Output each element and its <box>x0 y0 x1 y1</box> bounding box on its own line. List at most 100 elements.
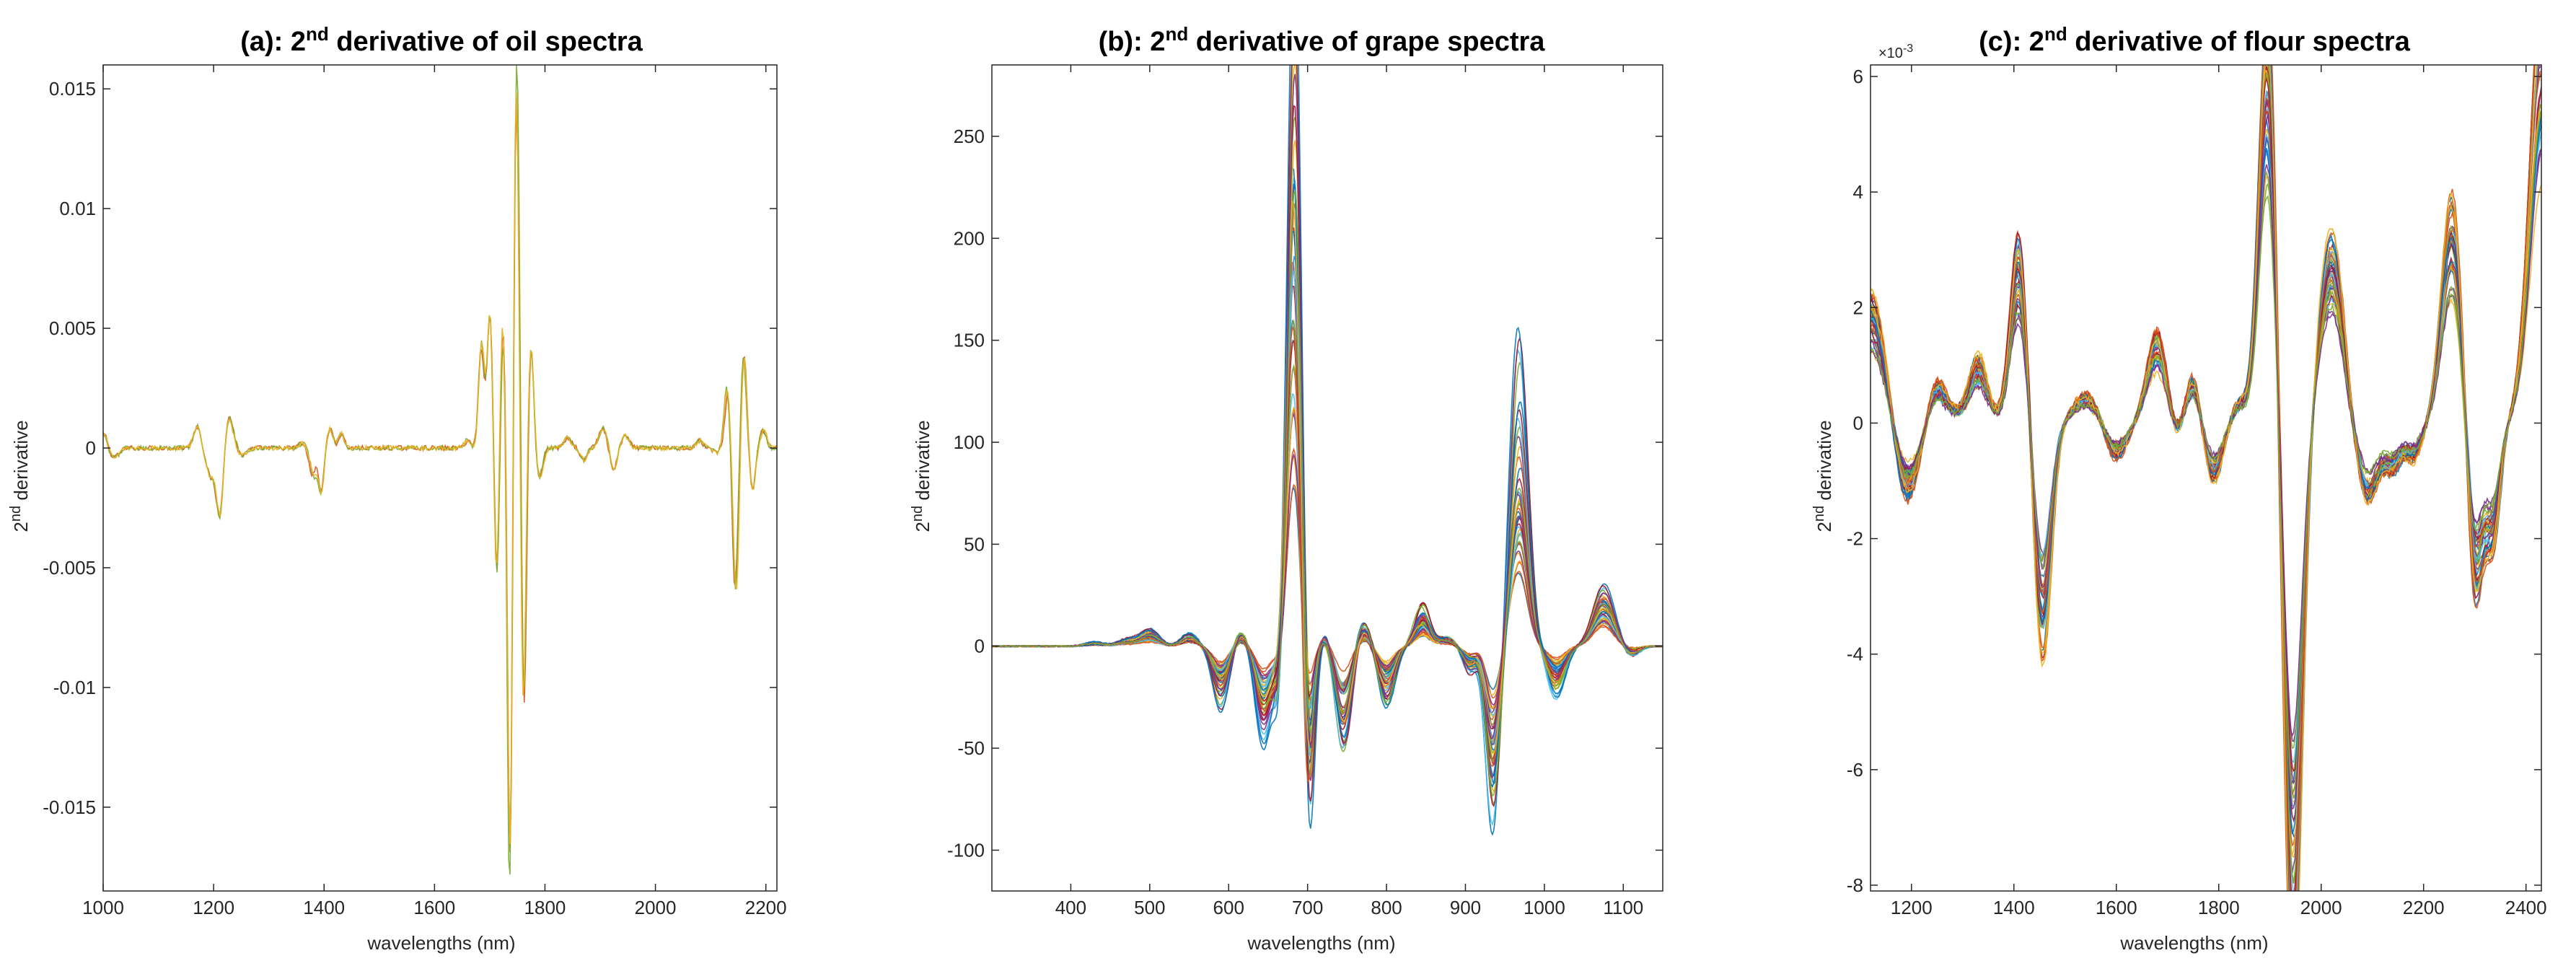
panel-grape-x-tick-label: 600 <box>1213 897 1244 918</box>
panel-grape-curve <box>992 392 1663 756</box>
panel-flour-title: (c): 2nd derivative of flour spectra <box>1979 23 2411 57</box>
panel-flour-curve <box>1871 65 2538 891</box>
panel-grape-y-tick-label: 200 <box>954 227 985 249</box>
panel-flour-x-tick-label: 1600 <box>2096 897 2137 918</box>
panel-oil-x-tick-label: 1000 <box>82 897 124 918</box>
panel-flour-curve <box>1871 71 2541 891</box>
panel-flour-curve <box>1871 175 2541 773</box>
panel-flour-y-tick-label: 0 <box>1853 412 1863 434</box>
panel-grape-curves <box>992 65 1663 836</box>
panel-flour-curve <box>1871 137 2541 808</box>
panel-grape: (b): 2nd derivative of grape spectra 400… <box>910 23 1663 954</box>
panel-flour-curve <box>1871 123 2541 835</box>
panel-flour-curve <box>1871 110 2541 794</box>
panel-oil-x-tick-label: 1800 <box>524 897 566 918</box>
panel-grape-x-tick-label: 1000 <box>1524 897 1565 918</box>
panel-grape-curve <box>992 326 1663 783</box>
panel-flour-curve <box>1871 65 2540 873</box>
panel-flour-curve <box>1871 65 2538 891</box>
panel-flour-curve <box>1871 65 2538 891</box>
panel-flour-x-tick-label: 2200 <box>2403 897 2445 918</box>
panel-flour: (c): 2nd derivative of flour spectra 120… <box>1811 23 2547 954</box>
panel-flour-y-tick-label: 2 <box>1853 297 1863 318</box>
panel-flour-x-tick-label: 1200 <box>1891 897 1933 918</box>
panel-grape-x-tick-label: 800 <box>1371 897 1402 918</box>
panel-flour-y-tick-label: -2 <box>1847 528 1863 550</box>
panel-grape-axes-box <box>991 64 1663 892</box>
panel-flour-curve <box>1871 104 2541 859</box>
panel-flour-curve <box>1871 92 2541 772</box>
panel-grape-x-tick-label: 500 <box>1134 897 1165 918</box>
panel-flour-curve <box>1871 65 2535 891</box>
panel-flour-curve <box>1871 65 2541 805</box>
panel-flour-x-tick-label: 1400 <box>1993 897 2035 918</box>
panel-flour-curve <box>1871 148 2541 785</box>
panel-grape-curve <box>992 231 1663 777</box>
panel-oil-x-tick-label: 1600 <box>413 897 455 918</box>
panel-flour-curve <box>1871 65 2538 891</box>
panel-grape-y-tick-label: -50 <box>957 737 985 759</box>
panel-grape-curve <box>992 183 1663 781</box>
panel-oil-y-tick-label: -0.005 <box>43 557 96 579</box>
panel-oil-y-tick-label: -0.015 <box>43 796 96 818</box>
panel-grape-x-tick-label: 1100 <box>1603 897 1643 918</box>
panel-flour-curve <box>1871 65 2538 891</box>
panel-grape-x-tick-label: 700 <box>1292 897 1323 918</box>
panel-flour-y-tick-label: -8 <box>1847 874 1863 896</box>
panel-flour-curve <box>1871 153 2541 737</box>
panel-grape-x-axis-label: wavelengths (nm) <box>1247 932 1395 954</box>
panel-oil-y-tick-label: 0.01 <box>59 198 96 219</box>
panel-oil-x-tick-label: 2200 <box>745 897 787 918</box>
panel-flour-curves <box>1871 65 2541 891</box>
panel-grape-x-tick-label: 900 <box>1450 897 1481 918</box>
panel-grape-curve <box>992 140 1663 794</box>
panel-flour-axes-box <box>1870 64 2542 892</box>
panel-oil-x-tick-label: 1200 <box>193 897 234 918</box>
panel-grape-y-tick-label: -100 <box>947 839 985 861</box>
panel-flour-curve <box>1871 65 2538 891</box>
panel-grape-curve <box>992 105 1663 807</box>
panel-flour-curve <box>1871 65 2539 891</box>
panel-oil-curves <box>103 65 777 875</box>
panel-flour-curve <box>1871 65 2535 891</box>
panel-flour-y-tick-label: 4 <box>1853 181 1863 203</box>
panel-flour-y-tick-label: -6 <box>1847 759 1863 781</box>
panel-grape-curve <box>992 65 1663 789</box>
panel-oil-y-axis-label: 2nd derivative <box>8 420 32 532</box>
panel-flour-y-exponent: ×10-3 <box>1878 43 1913 61</box>
panel-oil-curve <box>103 65 777 875</box>
panel-grape-curve <box>992 255 1663 826</box>
panel-flour-plot-area: 1200 1400 1600 1800 2000 2200 2400 -8 -6 -4 -2 0 2 4 6 <box>1847 64 2547 918</box>
panel-flour-y-tick-label: 6 <box>1853 66 1863 87</box>
panel-oil-y-tick-label: 0.005 <box>49 317 96 339</box>
panel-grape-curve <box>992 319 1663 785</box>
panel-flour-curve <box>1871 65 2536 891</box>
panel-flour-y-tick-label: -4 <box>1847 644 1863 665</box>
panel-grape-plot-area: 400 500 600 700 800 900 1000 1100 -100 -50 0 50 100 1… <box>947 64 1663 918</box>
panel-grape-curve <box>992 116 1663 777</box>
panel-oil-curve <box>103 92 777 844</box>
panel-flour-x-tick-label: 1800 <box>2198 897 2240 918</box>
panel-oil: (a): 2nd derivative of oil spectra 1000 1… <box>8 23 787 954</box>
panel-grape-x-tick-label: 400 <box>1055 897 1086 918</box>
panel-flour-curve <box>1871 65 2535 891</box>
panel-oil-curve <box>103 98 777 853</box>
panel-flour-x-tick-label: 2400 <box>2505 897 2547 918</box>
panel-grape-y-tick-label: 0 <box>975 636 985 657</box>
panel-grape-y-axis-label: 2nd derivative <box>910 420 933 532</box>
panel-grape-title: (b): 2nd derivative of grape spectra <box>1099 23 1546 57</box>
panel-flour-x-tick-label: 2000 <box>2300 897 2342 918</box>
panel-flour-curve <box>1871 65 2538 891</box>
panel-oil-y-tick-label: 0 <box>86 437 96 459</box>
panel-flour-x-axis-label: wavelengths (nm) <box>2119 932 2268 954</box>
panel-grape-y-tick-label: 250 <box>954 126 985 147</box>
panel-grape-curve <box>992 177 1663 805</box>
panel-flour-curve <box>1871 69 2541 857</box>
panel-grape-curve <box>992 254 1663 778</box>
panel-grape-y-tick-label: 150 <box>954 330 985 351</box>
panel-flour-curve <box>1871 110 2541 750</box>
panel-oil-axes-box <box>102 64 778 892</box>
panel-oil-x-tick-label: 1400 <box>303 897 345 918</box>
panel-oil-x-tick-label: 2000 <box>635 897 677 918</box>
